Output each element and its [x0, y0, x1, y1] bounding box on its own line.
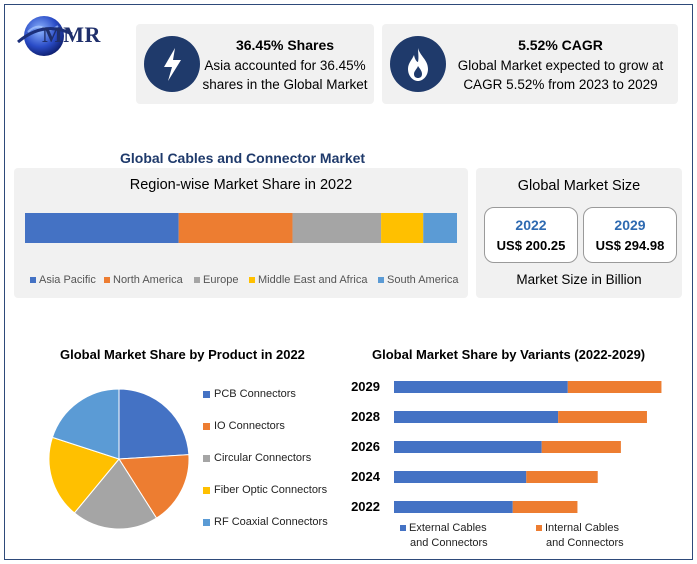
variant-bar-segment — [558, 411, 647, 423]
region-legend-item: North America — [104, 274, 183, 286]
legend-swatch — [104, 277, 110, 284]
pie-legend-item: PCB Connectors — [203, 388, 296, 400]
product-pie-chart — [48, 388, 190, 530]
region-bar-segment — [25, 213, 179, 243]
stat-shares-line2: shares in the Global Market — [202, 77, 368, 92]
legend-label: South America — [387, 274, 459, 286]
brand-name: MMR — [42, 22, 101, 47]
market-size-year: 2022 — [515, 217, 547, 233]
legend-swatch — [378, 277, 384, 284]
market-size-box-2029: 2029 US$ 294.98 — [583, 207, 677, 263]
legend-label: IO Connectors — [214, 420, 285, 432]
legend-swatch — [203, 390, 210, 398]
variant-legend-internal: Internal Cables and Connectors — [536, 521, 624, 551]
variant-year-label: 2026 — [351, 439, 380, 454]
region-bar-segment — [423, 213, 457, 243]
market-size-box-2022: 2022 US$ 200.25 — [484, 207, 578, 263]
stat-shares-title: 36.45% Shares — [235, 37, 335, 53]
variant-bar-segment — [394, 471, 527, 483]
region-legend-item: Europe — [194, 274, 238, 286]
variant-bar-segment — [394, 441, 542, 453]
stat-cagr-line2: CAGR 5.52% from 2023 to 2029 — [463, 77, 658, 92]
legend-label: Asia Pacific — [39, 274, 96, 286]
section-title: Global Cables and Connector Market — [120, 150, 366, 166]
legend-swatch — [30, 277, 36, 284]
market-size-footer: Market Size in Billion — [516, 272, 642, 287]
mmr-globe-logo — [17, 16, 73, 56]
legend-swatch — [203, 486, 210, 494]
legend-label: North America — [113, 274, 183, 286]
stat-cagr-title: 5.52% CAGR — [518, 37, 603, 53]
variant-year-label: 2024 — [351, 469, 380, 484]
variant-bar-segment — [526, 471, 598, 483]
pie-slice — [118, 454, 190, 519]
variant-stacked-bar-chart — [394, 381, 662, 513]
pie-slice — [48, 436, 120, 514]
legend-swatch — [536, 525, 542, 532]
stat-cagr-line1: Global Market expected to grow at — [457, 58, 664, 73]
region-legend-item: South America — [378, 274, 459, 286]
legend-swatch — [249, 277, 255, 284]
variant-bar-segment — [512, 501, 578, 513]
region-stacked-bar — [25, 213, 457, 243]
legend-label: Fiber Optic Connectors — [214, 484, 328, 496]
legend-label: Europe — [203, 274, 239, 286]
variant-year-label: 2028 — [351, 409, 380, 424]
region-legend-item: Middle East and Africa — [249, 274, 367, 286]
variant-bar-segment — [567, 381, 662, 393]
legend-label: External Cables — [409, 522, 487, 534]
pie-slice — [118, 388, 190, 460]
region-bar-segment — [292, 213, 382, 243]
legend-label: RF Coaxial Connectors — [214, 516, 328, 528]
region-bar-segment — [178, 213, 293, 243]
variant-year-label: 2022 — [351, 499, 380, 514]
pie-legend-item: Circular Connectors — [203, 452, 311, 464]
variant-legend-external: External Cables and Connectors — [400, 521, 488, 551]
legend-label: and Connectors — [410, 537, 488, 549]
market-size-value: US$ 294.98 — [595, 238, 665, 253]
pie-legend-item: RF Coaxial Connectors — [203, 516, 328, 528]
region-panel-title: Region-wise Market Share in 2022 — [129, 177, 353, 193]
legend-label: and Connectors — [546, 537, 624, 549]
pie-slice — [73, 458, 158, 530]
pie-legend-item: Fiber Optic Connectors — [203, 484, 327, 496]
variant-bar-segment — [394, 501, 513, 513]
variant-bar-segment — [394, 411, 559, 423]
variant-chart-title: Global Market Share by Variants (2022-20… — [372, 347, 646, 362]
legend-label: PCB Connectors — [214, 388, 296, 400]
pie-legend-item: IO Connectors — [203, 420, 285, 432]
variant-bar-segment — [541, 441, 621, 453]
market-size-value: US$ 200.25 — [496, 238, 566, 253]
pie-slice — [51, 388, 120, 460]
region-legend-item: Asia Pacific — [30, 274, 96, 286]
legend-swatch — [400, 525, 406, 532]
region-bar-segment — [381, 213, 424, 243]
legend-swatch — [203, 454, 210, 462]
stat-shares-line1: Asia accounted for 36.45% — [204, 58, 366, 73]
product-chart-title: Global Market Share by Product in 2022 — [60, 347, 305, 362]
legend-label: Circular Connectors — [214, 452, 312, 464]
legend-label: Middle East and Africa — [258, 274, 368, 286]
variant-year-label: 2029 — [351, 379, 380, 394]
legend-swatch — [203, 422, 210, 430]
legend-swatch — [194, 277, 200, 284]
flame-icon — [390, 36, 446, 92]
variant-bar-segment — [394, 381, 568, 393]
lightning-icon — [144, 36, 200, 92]
legend-swatch — [203, 518, 210, 526]
legend-label: Internal Cables — [545, 522, 619, 534]
market-size-year: 2029 — [614, 217, 646, 233]
market-size-title: Global Market Size — [517, 178, 641, 194]
